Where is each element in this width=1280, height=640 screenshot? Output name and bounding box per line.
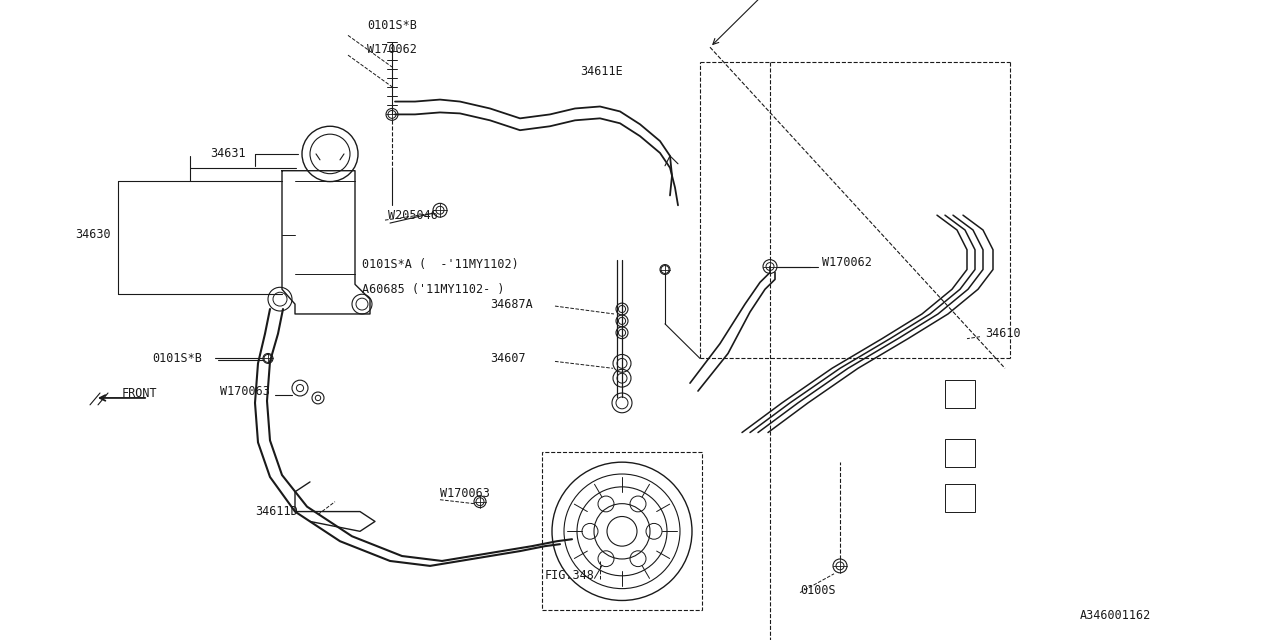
Text: 34631: 34631 (210, 147, 246, 161)
Text: 0101S*A (  -'11MY1102): 0101S*A ( -'11MY1102) (362, 258, 518, 271)
Text: 34611E: 34611E (580, 65, 623, 79)
Text: 0101S*B: 0101S*B (367, 19, 417, 32)
Text: 34630: 34630 (76, 228, 110, 241)
Text: W170062: W170062 (367, 43, 417, 56)
Bar (541, 452, 701, 611)
Text: A60685 ('11MY1102- ): A60685 ('11MY1102- ) (362, 283, 504, 296)
Bar (945, 440, 975, 467)
Text: 34687A: 34687A (490, 298, 532, 310)
Text: 0100S: 0100S (800, 584, 836, 597)
Text: 34607: 34607 (490, 352, 526, 365)
Text: 0101S*B: 0101S*B (152, 352, 202, 365)
Bar (945, 484, 975, 511)
Text: W170062: W170062 (822, 256, 872, 269)
Text: A346001162: A346001162 (1080, 609, 1151, 622)
Text: FIG.348: FIG.348 (545, 570, 595, 582)
Text: W170063: W170063 (220, 385, 270, 397)
Text: 34610: 34610 (986, 327, 1020, 340)
Bar (945, 380, 975, 408)
Text: FRONT: FRONT (122, 387, 157, 399)
Text: W205046: W205046 (388, 209, 438, 221)
Text: W170063: W170063 (440, 487, 490, 500)
Text: 34611D: 34611D (255, 505, 298, 518)
